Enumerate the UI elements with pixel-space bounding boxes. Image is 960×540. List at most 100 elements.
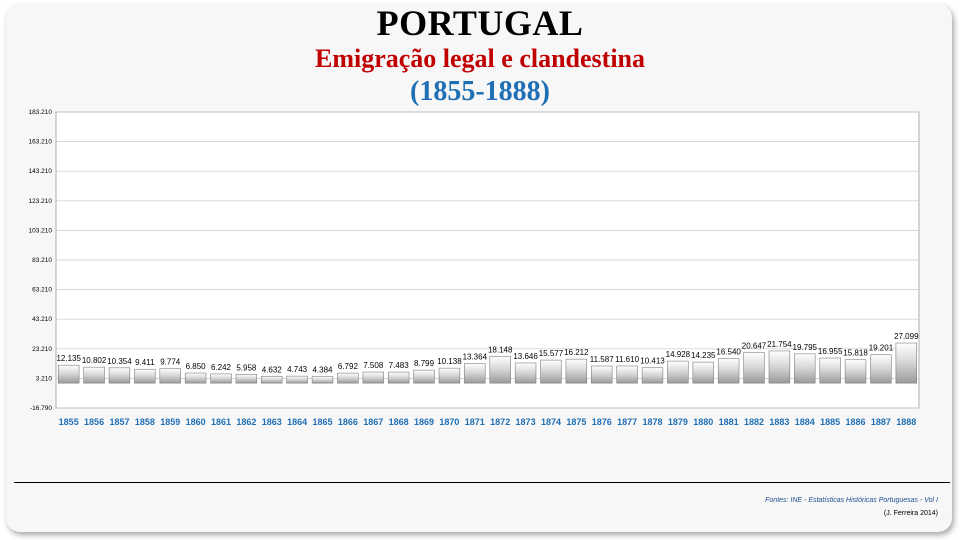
y-tick-label: -16.790 — [30, 405, 52, 412]
bar-value-label: 9.774 — [160, 358, 181, 367]
bar — [768, 350, 791, 384]
x-tick-label: 1882 — [744, 417, 764, 427]
bar — [565, 358, 588, 384]
bar-value-label: 15.818 — [843, 349, 868, 358]
x-tick-label: 1861 — [211, 417, 231, 427]
bar-value-label: 20.647 — [742, 342, 767, 351]
author-note: (J. Ferreira 2014) — [883, 510, 938, 517]
x-tick-label: 1886 — [846, 417, 866, 427]
bar-value-label: 16.540 — [716, 348, 741, 357]
bar — [895, 342, 918, 384]
x-tick-label: 1875 — [566, 417, 586, 427]
source-note: Fontes: INE - Estatísticas Históricas Po… — [765, 497, 938, 504]
bar — [286, 375, 308, 384]
x-tick-label: 1863 — [262, 417, 282, 427]
bar — [159, 368, 181, 384]
bar-value-label: 13.364 — [463, 352, 488, 361]
bar-value-label: 10.354 — [107, 357, 132, 366]
y-tick-label: 23.210 — [32, 346, 52, 353]
x-tick-label: 1862 — [236, 417, 256, 427]
x-tick-label: 1857 — [109, 417, 129, 427]
bar — [641, 367, 664, 384]
bar — [692, 361, 714, 384]
bar — [870, 354, 892, 384]
bar-value-label: 9.411 — [135, 358, 155, 367]
bar-value-label: 8.799 — [414, 359, 435, 368]
bar — [489, 355, 511, 384]
x-tick-label: 1866 — [338, 417, 358, 427]
y-tick-label: 83.210 — [32, 257, 52, 264]
x-tick-label: 1855 — [59, 417, 79, 427]
emigration-bar-chart: -16.790 3.210 23.210 43.210 63.210 83.210 103.… — [29, 109, 920, 427]
bar-value-label: 12.135 — [56, 354, 81, 363]
bar — [311, 376, 334, 384]
bar-value-label: 16.212 — [564, 348, 589, 357]
bar — [743, 352, 765, 384]
x-tick-label: 1858 — [135, 417, 155, 427]
x-tick-label: 1865 — [312, 417, 332, 427]
bar — [667, 360, 689, 384]
bar — [362, 371, 384, 384]
bar-value-label: 21.754 — [767, 340, 792, 349]
bar-value-label: 11.587 — [590, 355, 614, 364]
x-tick-label: 1884 — [795, 417, 815, 427]
x-tick-label: 1877 — [617, 417, 637, 427]
x-tick-label: 1880 — [693, 417, 713, 427]
x-tick-label: 1867 — [363, 417, 383, 427]
bar-value-label: 10.413 — [640, 357, 665, 366]
bar — [261, 375, 283, 384]
bar-value-label: 5.958 — [236, 363, 257, 372]
y-tick-label: 63.210 — [32, 287, 52, 294]
x-tick-label: 1874 — [541, 417, 561, 427]
y-tick-label: 163.210 — [29, 139, 53, 146]
bar-value-label: 4.384 — [312, 366, 333, 375]
x-tick-label: 1859 — [160, 417, 180, 427]
bar — [235, 374, 258, 384]
bar-value-label: 14.235 — [691, 351, 716, 360]
chart-subtitle: Emigração legal e clandestina — [314, 44, 645, 73]
bar-value-label: 15.577 — [539, 349, 564, 358]
x-tick-label: 1871 — [465, 417, 485, 427]
bar-value-label: 10.802 — [82, 356, 107, 365]
bar-value-label: 13.646 — [513, 352, 538, 361]
bar — [387, 371, 410, 384]
bar — [616, 365, 638, 384]
x-tick-label: 1876 — [592, 417, 612, 427]
y-tick-label: 183.210 — [29, 109, 53, 116]
bar-value-label: 14.928 — [666, 350, 691, 359]
x-tick-label: 1888 — [896, 417, 916, 427]
bar — [57, 364, 80, 384]
x-tick-label: 1860 — [186, 417, 206, 427]
y-tick-label: 103.210 — [29, 227, 53, 234]
bar-value-label: 4.632 — [262, 365, 283, 374]
y-tick-label: 123.210 — [29, 198, 53, 205]
x-tick-label: 1864 — [287, 417, 307, 427]
bar-value-label: 6.850 — [186, 362, 207, 371]
bar-value-label: 7.508 — [363, 361, 384, 370]
bar — [717, 358, 740, 384]
x-tick-label: 1878 — [642, 417, 662, 427]
bar — [591, 365, 613, 384]
bar — [210, 373, 232, 384]
x-tick-label: 1879 — [668, 417, 688, 427]
bar — [134, 368, 156, 384]
bar-value-label: 16.955 — [818, 347, 843, 356]
x-tick-label: 1881 — [719, 417, 739, 427]
chart-period: (1855-1888) — [410, 76, 550, 107]
bar-value-label: 27.099 — [894, 332, 919, 341]
bar — [108, 367, 131, 384]
x-tick-label: 1883 — [769, 417, 789, 427]
bar — [413, 369, 435, 384]
x-tick-label: 1872 — [490, 417, 510, 427]
bar — [794, 353, 816, 384]
bar-value-label: 11.610 — [615, 355, 639, 364]
x-tick-label: 1870 — [439, 417, 459, 427]
bar — [464, 363, 486, 384]
y-tick-label: 143.210 — [29, 168, 53, 175]
x-tick-label: 1868 — [389, 417, 409, 427]
x-tick-label: 1887 — [871, 417, 891, 427]
x-tick-label: 1873 — [516, 417, 536, 427]
bar — [514, 362, 537, 384]
x-tick-label: 1885 — [820, 417, 840, 427]
bar-value-label: 10.138 — [437, 357, 462, 366]
